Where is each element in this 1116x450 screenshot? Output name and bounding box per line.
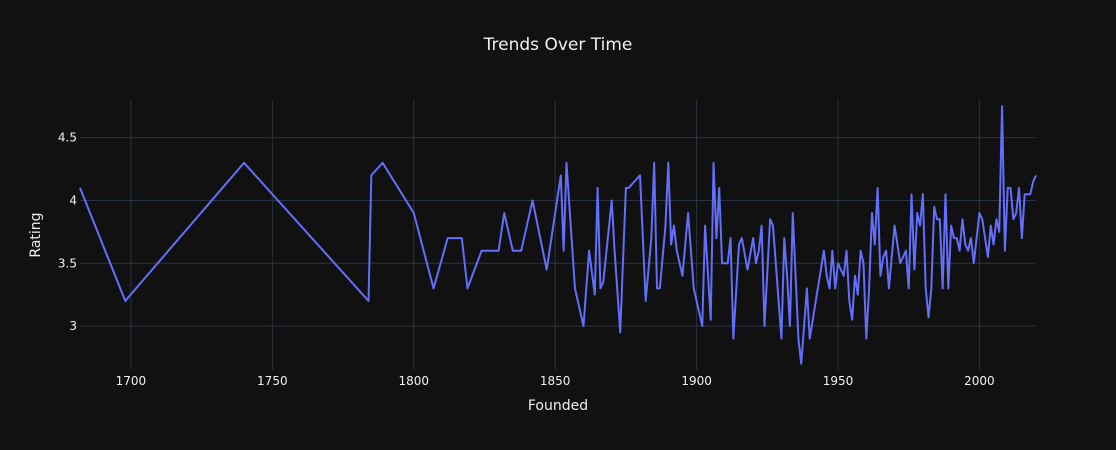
chart-title: Trends Over Time xyxy=(483,35,633,55)
series-line xyxy=(79,105,1037,365)
x-tick-label: 1900 xyxy=(681,374,712,388)
series-line-group xyxy=(79,105,1037,365)
x-tick-label: 1800 xyxy=(398,374,429,388)
x-axis-title: Founded xyxy=(528,398,588,414)
x-tick-label: 1850 xyxy=(540,374,571,388)
x-tick-label: 1950 xyxy=(823,374,854,388)
x-tick-label: 1700 xyxy=(116,374,147,388)
x-tick-label: 1750 xyxy=(257,374,288,388)
x-tick-label: 2000 xyxy=(964,374,995,388)
y-axis-title: Rating xyxy=(28,212,44,257)
x-axis-ticks: 1700 1750 1800 1850 1900 1950 2000 xyxy=(116,374,995,388)
y-tick-label: 3 xyxy=(69,319,77,333)
y-tick-label: 4.5 xyxy=(58,131,77,145)
y-tick-label: 4 xyxy=(69,193,77,207)
y-tick-label: 3.5 xyxy=(58,256,77,270)
grid-lines xyxy=(80,100,1036,370)
y-axis-ticks: 3 3.5 4 4.5 xyxy=(58,131,77,333)
